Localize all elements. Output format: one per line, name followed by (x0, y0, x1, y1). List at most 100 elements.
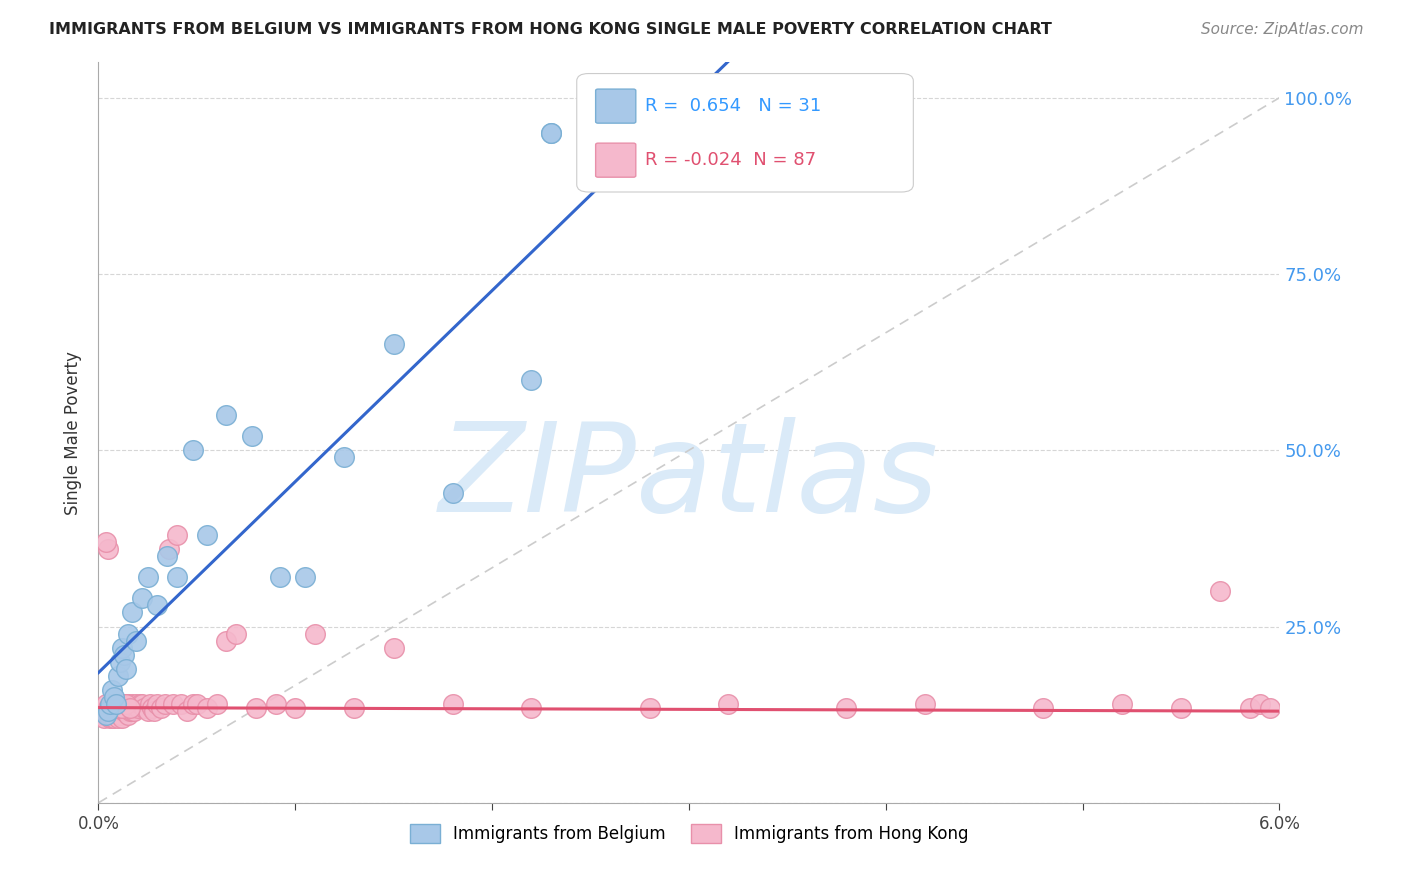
Point (115, 697, 138, 711)
Point (101, 711, 124, 725)
Point (240, 429, 263, 443)
Point (107, 711, 129, 725)
Point (103, 690, 125, 704)
Point (1209, 584, 1232, 599)
Point (96, 704, 118, 718)
Point (111, 704, 134, 718)
Point (717, 697, 740, 711)
Point (103, 711, 125, 725)
Point (98, 697, 121, 711)
Point (264, 697, 287, 711)
Point (333, 450, 356, 465)
Point (127, 700, 149, 714)
Point (382, 337, 405, 351)
Point (103, 700, 125, 714)
Point (540, 126, 562, 140)
Point (155, 697, 177, 711)
Point (284, 700, 307, 714)
Point (125, 697, 148, 711)
Point (441, 697, 464, 711)
Point (914, 697, 936, 711)
Text: R =  0.654   N = 31: R = 0.654 N = 31 (645, 97, 821, 115)
Point (1258, 700, 1281, 714)
Point (98, 711, 121, 725)
Point (122, 700, 145, 714)
Point (117, 707, 139, 722)
Point (170, 697, 193, 711)
Point (121, 606, 143, 620)
Point (122, 704, 145, 718)
Point (540, 126, 562, 140)
Point (98, 700, 121, 714)
Point (835, 700, 858, 714)
Point (205, 697, 228, 711)
Point (107, 704, 129, 718)
Point (105, 697, 128, 711)
Point (118, 700, 141, 714)
FancyBboxPatch shape (596, 89, 636, 123)
Point (225, 626, 247, 640)
Point (103, 704, 125, 718)
Point (97, 541, 120, 556)
Text: Source: ZipAtlas.com: Source: ZipAtlas.com (1201, 22, 1364, 37)
Point (111, 640, 134, 655)
Point (117, 697, 139, 711)
Point (105, 704, 128, 718)
Point (215, 633, 238, 648)
Point (131, 697, 153, 711)
Point (96, 697, 118, 711)
Point (101, 697, 124, 711)
Point (128, 697, 150, 711)
Point (269, 570, 291, 584)
Point (112, 648, 135, 662)
Point (118, 700, 141, 714)
Point (245, 700, 267, 714)
Point (142, 704, 165, 718)
Point (101, 704, 124, 718)
Point (97, 704, 120, 718)
Point (115, 697, 138, 711)
Point (103, 697, 125, 711)
Point (132, 700, 155, 714)
Point (156, 549, 179, 563)
Point (97, 700, 120, 714)
Point (97, 707, 120, 722)
Point (93, 704, 115, 718)
Point (108, 707, 131, 722)
Point (195, 700, 218, 714)
Point (520, 373, 543, 387)
Legend: Immigrants from Belgium, Immigrants from Hong Kong: Immigrants from Belgium, Immigrants from… (404, 817, 974, 850)
Point (108, 697, 131, 711)
Point (93, 711, 115, 725)
Point (107, 669, 129, 683)
Point (294, 570, 316, 584)
Point (118, 704, 141, 718)
Point (1170, 700, 1192, 714)
Point (98, 704, 121, 718)
Point (343, 700, 366, 714)
Point (136, 570, 159, 584)
Point (108, 655, 131, 669)
Point (141, 700, 163, 714)
Point (520, 700, 543, 714)
Point (96, 535, 118, 549)
Point (138, 697, 160, 711)
FancyBboxPatch shape (576, 73, 914, 192)
Point (111, 697, 134, 711)
Point (112, 704, 135, 718)
Point (91, 707, 114, 722)
Point (382, 640, 405, 655)
Point (107, 700, 129, 714)
Point (215, 408, 238, 422)
Point (121, 697, 143, 711)
Point (1249, 697, 1271, 711)
Point (117, 626, 139, 640)
Point (125, 633, 148, 648)
Point (157, 541, 180, 556)
Point (146, 697, 169, 711)
FancyBboxPatch shape (596, 143, 636, 178)
Point (112, 700, 135, 714)
Text: ZIPatlas: ZIPatlas (439, 417, 939, 538)
Point (441, 485, 464, 500)
Point (195, 528, 218, 542)
